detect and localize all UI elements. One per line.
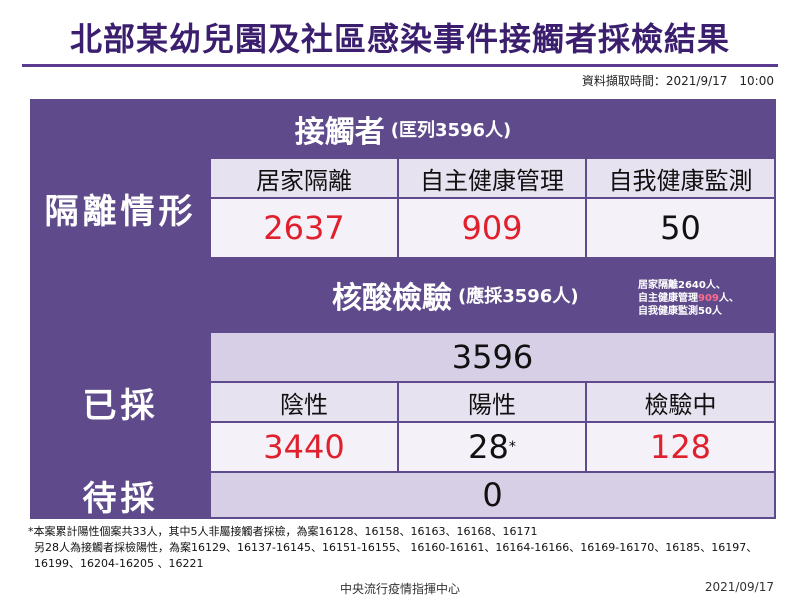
isolation-col-self-manage: 自主健康管理 — [399, 159, 585, 197]
sampled-total-cell: 3596 — [211, 333, 774, 381]
pending-value: 0 — [482, 476, 503, 514]
footnote: *本案累計陽性個案共33人，其中5人非屬接觸者採檢，為案16128、16158、… — [28, 524, 788, 572]
pending-label-cell: 待採 — [32, 473, 209, 519]
title-divider — [22, 64, 778, 67]
sampled-value-negative: 3440 — [211, 423, 397, 471]
pcr-header-count: (應採3596人) — [458, 286, 579, 307]
isolation-value-home: 2637 — [211, 199, 397, 257]
contacts-header: 接觸者 (匡列3596人) — [32, 101, 774, 157]
sampled-value-testing: 128 — [587, 423, 774, 471]
footnote-line-2: 另28人為接觸者採檢陽性，為案16129、16137-16145、16151-1… — [34, 541, 758, 554]
sampled-label-cell: 已採 — [32, 333, 209, 471]
sampled-label: 已採 — [82, 385, 159, 426]
data-timestamp: 資料擷取時間：2021/9/17 10:00 — [581, 74, 774, 88]
isolation-col-home: 居家隔離 — [211, 159, 397, 197]
sampled-col-negative: 陰性 — [211, 383, 397, 421]
contacts-header-title: 接觸者 — [294, 115, 385, 150]
page-title: 北部某幼兒園及社區感染事件接觸者採檢結果 — [69, 20, 730, 58]
contacts-header-count: (匡列3596人) — [390, 120, 512, 141]
sampled-total: 3596 — [451, 338, 534, 376]
isolation-label: 隔離情形 — [44, 191, 197, 232]
isolation-label-cell: 隔離情形 — [32, 159, 209, 257]
sampled-col-positive: 陽性 — [399, 383, 585, 421]
footnote-line-1: *本案累計陽性個案共33人，其中5人非屬接觸者採檢，為案16128、16158、… — [28, 525, 538, 538]
footer-org: 中央流行疫情指揮中心 — [339, 582, 460, 596]
footer-date: 2021/09/17 — [704, 580, 774, 594]
pending-value-cell: 0 — [211, 473, 774, 517]
isolation-value-self-manage: 909 — [399, 199, 585, 257]
sampled-col-testing: 檢驗中 — [587, 383, 774, 421]
results-table: 接觸者 (匡列3596人) 隔離情形 居家隔離 自主健康管理 自我健康監測 26… — [30, 99, 776, 519]
isolation-value-self-monitor: 50 — [587, 199, 774, 257]
footnote-line-3: 16199、16204-16205 、16221 — [34, 557, 204, 570]
pending-label: 待採 — [82, 478, 159, 519]
isolation-col-self-monitor: 自我健康監測 — [587, 159, 774, 197]
pcr-header: 核酸檢驗 (應採3596人) — [32, 259, 774, 331]
sampled-value-positive: 28 * — [399, 423, 585, 471]
pcr-header-title: 核酸檢驗 — [332, 281, 452, 316]
positive-footnote-mark: * — [508, 439, 516, 455]
pcr-side-note: 居家隔離2640人、 自主健康管理909人、 自我健康監測50人 — [638, 280, 739, 317]
